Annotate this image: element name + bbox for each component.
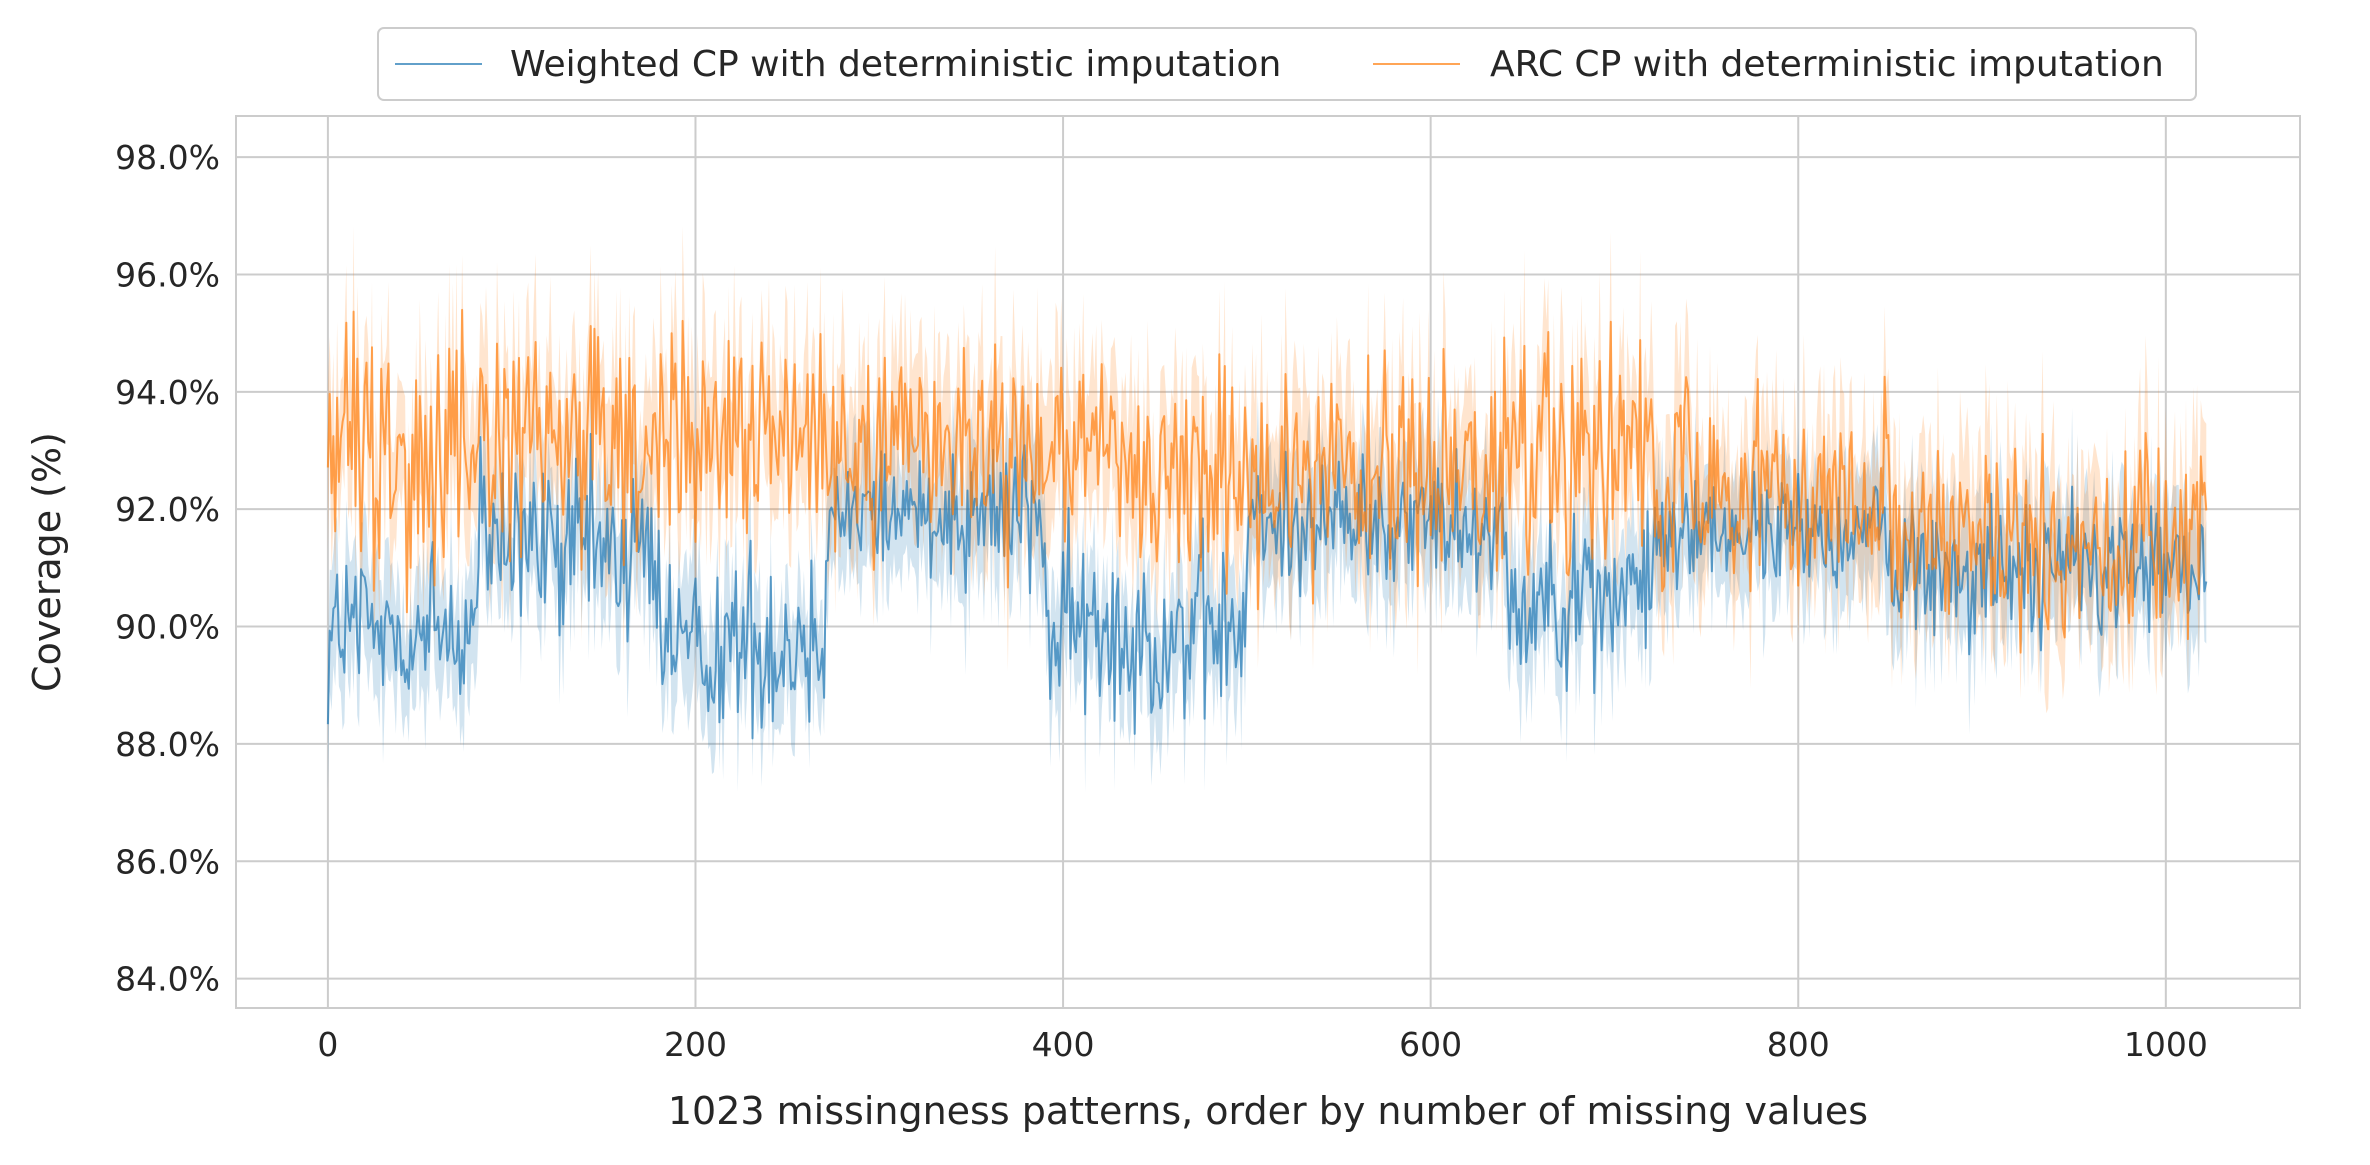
y-tick-label: 90.0% — [115, 608, 220, 647]
legend: Weighted CP with deterministic imputatio… — [377, 27, 2197, 101]
y-tick-label: 84.0% — [115, 960, 220, 999]
y-axis-label: Coverage (%) — [25, 432, 69, 692]
x-tick-label: 0 — [317, 1025, 338, 1064]
y-tick-label: 96.0% — [115, 255, 220, 294]
legend-label-weighted: Weighted CP with deterministic imputatio… — [510, 44, 1281, 85]
series-line-0 — [326, 432, 2208, 740]
plot-frame — [235, 115, 2301, 1009]
series-band-0 — [327, 359, 2207, 793]
x-axis-label: 1023 missingness patterns, order by numb… — [668, 1089, 1868, 1133]
series-line-1 — [326, 308, 2208, 654]
x-tick-label: 400 — [1032, 1025, 1095, 1064]
y-tick-label: 88.0% — [115, 725, 220, 764]
x-tick-label: 200 — [664, 1025, 727, 1064]
tick-layer: 0 200 400 600 800 1000 84.0% 86.0% 88.0% 90.0% 92.… — [115, 138, 2208, 1064]
legend-label-arc: ARC CP with deterministic imputation — [1490, 44, 2164, 85]
y-tick-label: 98.0% — [115, 138, 220, 177]
x-tick-label: 1000 — [2124, 1025, 2208, 1064]
y-tick-label: 86.0% — [115, 842, 220, 881]
legend-box — [377, 27, 2197, 101]
y-tick-label: 94.0% — [115, 373, 220, 412]
line-layer — [326, 308, 2208, 740]
y-tick-label: 92.0% — [115, 490, 220, 529]
x-tick-label: 800 — [1767, 1025, 1830, 1064]
x-tick-label: 600 — [1399, 1025, 1462, 1064]
